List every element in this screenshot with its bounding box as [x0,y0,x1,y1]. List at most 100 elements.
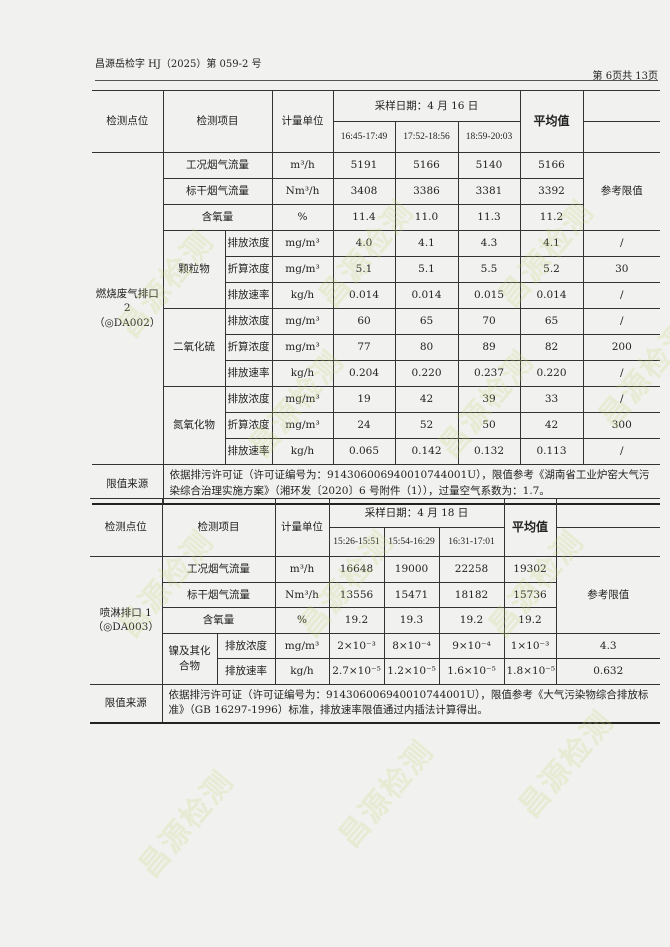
header-ref-blank [582,90,660,122]
reference-limit: 200 [582,334,660,361]
pollutant-name: 镍及其化合物 [161,632,218,685]
reference-limit: / [582,386,660,413]
value-1: 4.0 [332,230,396,257]
item-name: 排放浓度 [224,230,273,257]
item-name: 排放浓度 [224,386,273,413]
reference-limit: 30 [582,256,660,283]
value-3: 70 [457,308,521,335]
average-value: 33 [519,386,584,413]
item-name: 排放速率 [224,282,273,309]
unit: mg/m³ [271,412,334,439]
unit: kg/h [274,658,330,685]
value-1: 60 [332,308,396,335]
value-1: 13556 [328,581,385,608]
value-3: 9×10⁻⁴ [438,632,505,659]
value-2: 5166 [394,152,459,179]
average-value: 0.014 [519,282,584,309]
average-value: 42 [519,412,584,439]
limit-source-text: 依据排污许可证（许可证编号为：91430600694001074400​1U），… [162,464,660,505]
value-3: 0.132 [457,438,521,465]
table-row: 镍及其化合物 排放浓度 mg/m³ 2×10⁻³ 8×10⁻⁴ 9×10⁻⁴ 1×10⁻³ 4… [90,632,660,685]
reference-limit: / [582,360,660,387]
table-row: 标干烟气流量 Nm³/h 13556 15471 18182 15736 [90,581,660,608]
unit: mg/m³ [271,230,334,257]
average-value: 0.220 [519,360,584,387]
table-row: 颗粒物 排放浓度 mg/m³ 4.0 4.1 4.3 4.1/ [92,230,660,309]
average-value: 11.2 [519,204,584,231]
table-row: 折算浓度 mg/m³ 5.1 5.1 5.5 5.2 30 [92,256,660,283]
table-row: 排放速率 kg/h 0.014 0.014 0.015 0.014/ [92,282,660,309]
value-2: 0.142 [394,438,459,465]
item-name: 含氧量 [161,607,276,634]
item-name: 折算浓度 [224,334,273,361]
limit-source-label: 限值来源 [90,683,163,724]
reference-limit: / [582,438,660,465]
header-time-2: 17:52-18:56 [394,121,459,153]
unit: Nm³/h [271,178,334,205]
header-sampling-date: 采样日期：4 月 16 日 [332,90,521,122]
item-name: 排放速率 [216,658,276,685]
value-1: 19 [332,386,396,413]
page-number: 第 6页共 13页 [592,71,658,82]
value-1: 5191 [332,152,396,179]
table-row: 折算浓度 mg/m³ 77 80 89 82 200 [92,334,660,361]
item-name: 折算浓度 [224,412,273,439]
unit: mg/m³ [271,386,334,413]
value-3: 50 [457,412,521,439]
average-value: 15736 [503,581,557,608]
value-3: 18182 [438,581,505,608]
average-value: 19302 [503,556,557,583]
value-1: 16648 [328,556,385,583]
average-value: 1.8×10⁻⁵ [503,658,557,685]
monitoring-point: 燃烧废气排口 2（◎DA002） [92,152,164,465]
value-3: 89 [457,334,521,361]
value-2: 42 [394,386,459,413]
table-row: 氮氧化物 排放浓度 mg/m³ 19 42 39 33/ [92,386,660,465]
value-3: 11.3 [457,204,521,231]
pollutant-name: 二氧化硫 [162,308,226,387]
header-time-1: 16:45-17:49 [332,121,396,153]
value-2: 8×10⁻⁴ [383,632,440,659]
unit: % [271,204,334,231]
unit: mg/m³ [274,632,330,659]
value-2: 80 [394,334,459,361]
value-2: 0.014 [394,282,459,309]
header-point: 检测点位 [92,90,164,153]
reference-limit-label: 参考限值 [582,152,660,231]
table-row: 含氧量% 11.4 11.0 11.3 11.2 [92,204,660,231]
value-3: 19.2 [438,607,505,634]
header-item: 检测项目 [162,90,273,153]
reference-limit: 4.3 [555,632,660,659]
header-average: 平均值 [503,498,557,557]
average-value: 0.113 [519,438,584,465]
unit: m³/h [274,556,330,583]
table-row: 标干烟气流量 Nm³/h 3408 3386 3381 3392 [92,178,660,205]
document-number: 昌源岳检字 HJ（2025）第 059-2 号 [95,59,262,70]
value-1: 0.204 [332,360,396,387]
header-unit: 计量单位 [271,90,334,153]
average-value: 19.2 [503,607,557,634]
item-name: 工况烟气流量 [162,152,273,179]
header-divider [95,80,658,81]
header-ref-blank2 [582,121,660,153]
value-3: 0.015 [457,282,521,309]
unit: % [274,607,330,634]
average-value: 3392 [519,178,584,205]
reference-limit: / [582,308,660,335]
value-1: 0.065 [332,438,396,465]
value-1: 19.2 [328,607,385,634]
unit: mg/m³ [271,308,334,335]
item-name: 排放浓度 [224,308,273,335]
value-3: 5.5 [457,256,521,283]
table-row: 燃烧废气排口 2（◎DA002） 工况烟气流量 m³/h 5191 5166 5140 51… [92,152,660,465]
table-row: 二氧化硫 排放浓度 mg/m³ 60 65 70 65/ [92,308,660,387]
reference-limit-label: 参考限值 [555,556,660,634]
table-row: 排放速率 kg/h 0.065 0.142 0.132 0.113/ [92,438,660,465]
average-value: 5166 [519,152,584,179]
average-value: 4.1 [519,230,584,257]
unit: kg/h [271,438,334,465]
header-average: 平均值 [519,90,584,153]
pollutant-name: 氮氧化物 [162,386,226,465]
item-name: 工况烟气流量 [161,556,276,583]
limit-source-text: 依据排污许可证（许可证编号为：914306006940010744001U），限… [161,683,660,724]
